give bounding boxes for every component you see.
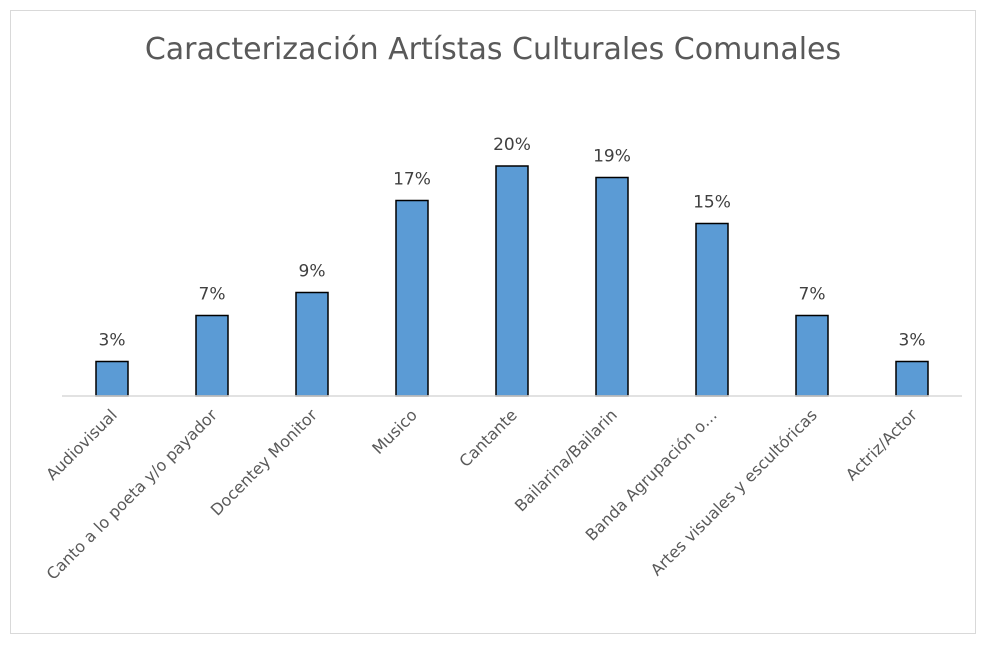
bar-4: [495, 165, 529, 397]
data-label-5: 19%: [593, 147, 631, 167]
data-label-6: 15%: [693, 193, 731, 213]
data-label-4: 20%: [493, 135, 531, 155]
data-label-1: 7%: [199, 285, 226, 305]
bar-7: [795, 314, 829, 397]
tick-label-7: Artes visuales y escultóricas: [647, 405, 821, 579]
bar-5: [595, 176, 629, 397]
tick-label-5: Bailarina/Bailarin: [511, 405, 621, 515]
data-label-2: 9%: [299, 262, 326, 282]
tick-label-1: Canto a lo poeta y/o payador: [43, 405, 221, 583]
tick-label-2: Docentey Monitor: [207, 405, 321, 519]
bar-8: [895, 360, 929, 397]
data-labels-group: 3% 7% 9% 17% 20% 19% 15% 7% 3%: [99, 135, 926, 351]
data-label-3: 17%: [393, 170, 431, 190]
chart-title: Caracterización Artístas Culturales Comu…: [144, 32, 842, 67]
bar-1: [195, 314, 229, 397]
data-label-7: 7%: [799, 285, 826, 305]
bar-0: [95, 360, 129, 397]
tick-label-4: Cantante: [455, 405, 520, 470]
bar-2: [295, 291, 329, 397]
data-label-8: 3%: [899, 331, 926, 351]
tick-label-3: Musico: [368, 405, 421, 458]
bar-6: [695, 222, 729, 397]
bar-3: [395, 199, 429, 397]
tick-label-8: Actriz/Actor: [842, 405, 921, 484]
tick-label-0: Audiovisual: [42, 405, 121, 484]
data-label-0: 3%: [99, 331, 126, 351]
bars-group: [95, 165, 929, 397]
